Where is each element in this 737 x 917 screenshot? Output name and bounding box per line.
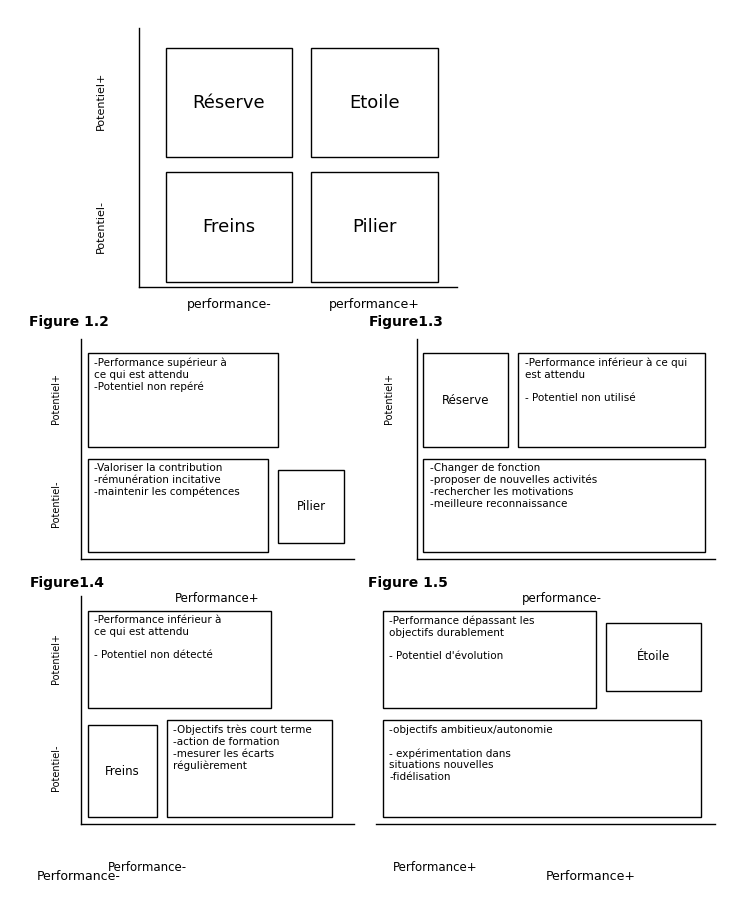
Text: -Changer de fonction
-proposer de nouvelles activités
-rechercher les motivation: -Changer de fonction -proposer de nouvel… [430, 463, 598, 509]
Text: -Performance dépassant les
objectifs durablement

- Potentiel d'évolution: -Performance dépassant les objectifs dur… [389, 615, 535, 661]
Text: Performance+: Performance+ [175, 591, 260, 605]
Text: performance-: performance- [523, 591, 602, 605]
Text: Potentiel+: Potentiel+ [51, 633, 61, 683]
FancyBboxPatch shape [88, 611, 271, 708]
Text: Potentiel+: Potentiel+ [96, 72, 105, 130]
Text: Potentiel+: Potentiel+ [385, 373, 394, 425]
FancyBboxPatch shape [311, 172, 438, 282]
FancyBboxPatch shape [88, 724, 157, 817]
FancyBboxPatch shape [88, 458, 268, 552]
FancyBboxPatch shape [167, 720, 332, 817]
Text: Réserve: Réserve [192, 94, 265, 112]
Text: -Objectifs très court terme
-action de formation
-mesurer les écarts
régulièreme: -Objectifs très court terme -action de f… [173, 724, 312, 771]
FancyBboxPatch shape [383, 720, 702, 817]
Text: -Performance supérieur à
ce qui est attendu
-Potentiel non repéré: -Performance supérieur à ce qui est atte… [94, 358, 227, 392]
FancyBboxPatch shape [423, 458, 705, 552]
Text: Potentiel-: Potentiel- [51, 744, 61, 790]
Text: -Valoriser la contribution
-rémunération incitative
-maintenir les compétences: -Valoriser la contribution -rémunération… [94, 463, 240, 497]
Text: Étoile: Étoile [638, 650, 671, 663]
FancyBboxPatch shape [423, 353, 508, 447]
Text: Freins: Freins [105, 765, 140, 778]
Text: Figure1.4: Figure1.4 [29, 576, 105, 590]
FancyBboxPatch shape [166, 48, 292, 158]
Text: Pilier: Pilier [352, 218, 397, 236]
Text: Figure 1.2: Figure 1.2 [29, 315, 109, 328]
Text: Etoile: Etoile [349, 94, 400, 112]
FancyBboxPatch shape [278, 470, 344, 543]
FancyBboxPatch shape [166, 172, 292, 282]
Text: Pilier: Pilier [296, 500, 326, 513]
Text: Performance+: Performance+ [545, 870, 635, 883]
Text: Figure 1.5: Figure 1.5 [368, 576, 448, 590]
Text: Freins: Freins [203, 218, 256, 236]
Text: Performance+: Performance+ [393, 861, 478, 874]
Text: Figure1.3: Figure1.3 [368, 315, 444, 328]
Text: -objectifs ambitieux/autonomie

- expérimentation dans
situations nouvelles
-fid: -objectifs ambitieux/autonomie - expérim… [389, 724, 553, 782]
FancyBboxPatch shape [607, 623, 702, 691]
Text: -Performance inférieur à
ce qui est attendu

- Potentiel non détecté: -Performance inférieur à ce qui est atte… [94, 615, 221, 660]
FancyBboxPatch shape [88, 353, 278, 447]
Text: Performance-: Performance- [37, 870, 121, 883]
Text: Potentiel-: Potentiel- [96, 200, 105, 253]
Text: -Performance inférieur à ce qui
est attendu

- Potentiel non utilisé: -Performance inférieur à ce qui est atte… [525, 358, 688, 403]
Text: Potentiel+: Potentiel+ [51, 373, 61, 425]
Text: performance-: performance- [186, 298, 271, 311]
FancyBboxPatch shape [518, 353, 705, 447]
Text: Réserve: Réserve [442, 393, 489, 406]
FancyBboxPatch shape [383, 611, 596, 708]
FancyBboxPatch shape [311, 48, 438, 158]
Text: performance+: performance+ [329, 298, 420, 311]
Text: Performance-: Performance- [108, 861, 187, 874]
Text: Potentiel-: Potentiel- [51, 481, 61, 527]
